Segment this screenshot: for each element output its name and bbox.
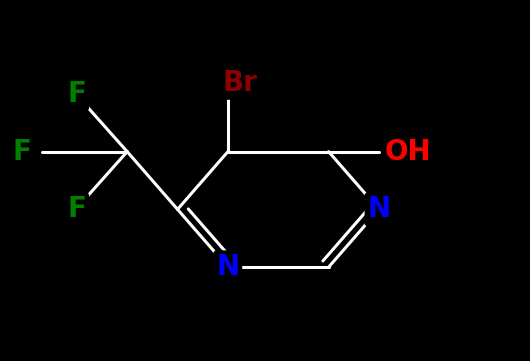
- Text: F: F: [67, 195, 86, 223]
- Text: F: F: [13, 138, 32, 166]
- Text: Br: Br: [223, 69, 258, 97]
- Text: F: F: [13, 138, 32, 166]
- Text: F: F: [67, 80, 86, 108]
- Text: N: N: [367, 195, 391, 223]
- Text: F: F: [67, 195, 86, 223]
- Text: OH: OH: [384, 138, 431, 166]
- Text: N: N: [367, 195, 391, 223]
- Text: N: N: [216, 253, 240, 281]
- Text: N: N: [216, 253, 240, 281]
- Text: OH: OH: [384, 138, 431, 166]
- Text: F: F: [67, 80, 86, 108]
- Text: Br: Br: [223, 69, 258, 97]
